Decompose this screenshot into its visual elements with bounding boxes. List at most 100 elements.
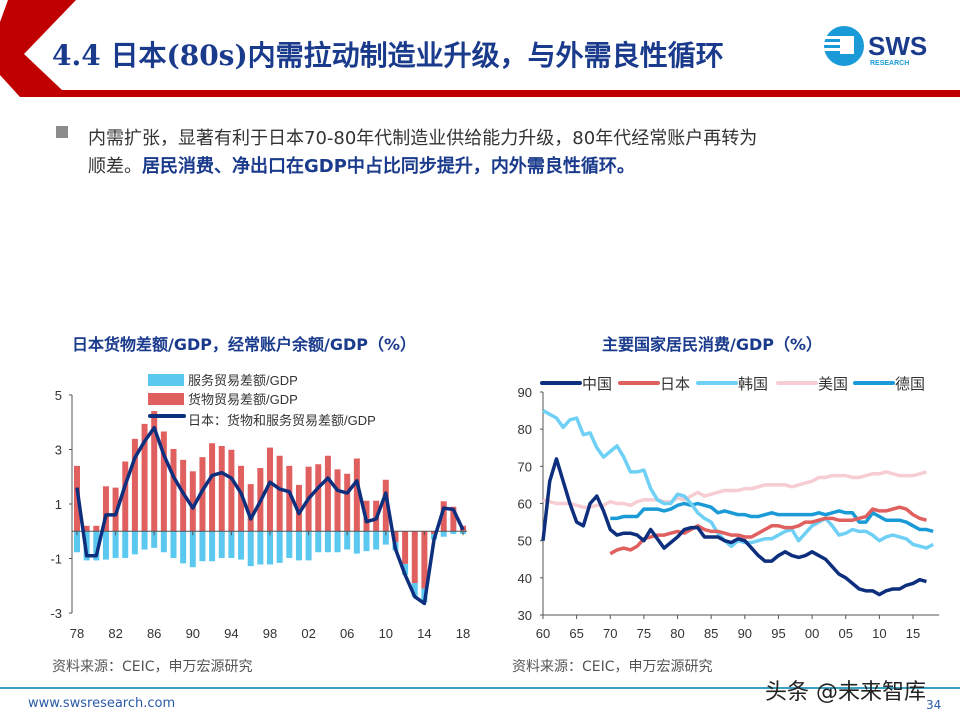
- x-tick-label: 10: [379, 626, 393, 641]
- services-bar: [450, 531, 457, 534]
- goods-bar: [344, 473, 351, 532]
- x-tick-label: 85: [704, 626, 718, 641]
- y-tick-label: 60: [518, 497, 532, 512]
- legend-label: 日本：货物和服务贸易差额/GDP: [188, 413, 376, 428]
- sws-logo: SWS RESEARCH: [820, 22, 940, 76]
- goods-bar: [151, 411, 158, 532]
- services-bar: [74, 531, 80, 553]
- x-tick-label: 15: [906, 626, 920, 641]
- goods-bar: [392, 531, 399, 543]
- services-bar: [122, 531, 129, 558]
- series-line-1: [609, 505, 927, 556]
- goods-bar: [382, 479, 389, 532]
- goods-bar: [160, 431, 167, 532]
- goods-bar: [199, 457, 206, 532]
- watermark: 头条 @未来智库: [765, 680, 926, 705]
- x-tick-label: 14: [417, 626, 431, 641]
- services-bar: [344, 531, 351, 550]
- services-bar: [228, 531, 235, 558]
- goods-bar: [102, 486, 109, 532]
- bullet-marker: [56, 126, 68, 138]
- goods-bar: [267, 447, 273, 532]
- services-bar: [189, 531, 196, 568]
- footer-url[interactable]: www.swsresearch.com: [28, 696, 176, 711]
- services-bar: [151, 531, 158, 548]
- x-tick-label: 70: [603, 626, 617, 641]
- y-tick-label: 70: [518, 459, 532, 474]
- services-bar: [247, 531, 254, 567]
- x-tick-label: 60: [536, 626, 550, 641]
- x-tick-label: 00: [805, 626, 819, 641]
- services-bar: [305, 531, 312, 561]
- goods-bar: [411, 531, 418, 584]
- goods-bar: [353, 458, 360, 532]
- legend-label: 美国: [818, 376, 848, 393]
- x-tick-label: 86: [147, 626, 161, 641]
- goods-bar: [421, 531, 428, 589]
- x-tick-label: 65: [569, 626, 583, 641]
- x-tick-label: 95: [771, 626, 785, 641]
- goods-bar: [122, 461, 129, 532]
- bullet-bold-text: 居民消费、净出口在GDP中占比同步提升，内外需良性循环。: [142, 156, 635, 177]
- left-chart-source: 资料来源：CEIC，申万宏源研究: [52, 659, 253, 675]
- x-tick-label: 78: [70, 626, 84, 641]
- legend-label: 货物贸易差额/GDP: [188, 392, 298, 407]
- services-bar: [276, 531, 283, 563]
- services-bar: [315, 531, 322, 553]
- y-tick-label: 90: [518, 385, 532, 400]
- bullet-line-1: 内需扩张，显著有利于日本70-80年代制造业供给能力升级，80年代经常账户再转为: [88, 128, 758, 149]
- series-line-2: [542, 409, 935, 550]
- goods-bar: [218, 445, 225, 532]
- y-tick-label: 40: [518, 571, 532, 586]
- x-tick-label: 90: [186, 626, 200, 641]
- services-bar: [411, 583, 418, 597]
- services-bar: [238, 531, 245, 560]
- goods-bar: [440, 501, 447, 532]
- y-tick-label: -1: [50, 552, 62, 567]
- goods-bar: [295, 484, 302, 532]
- services-bar: [218, 531, 225, 558]
- series-line-0: [541, 457, 927, 597]
- x-tick-label: 98: [263, 626, 277, 641]
- services-bar: [170, 531, 177, 558]
- services-bar: [267, 531, 273, 565]
- services-bar: [295, 531, 302, 561]
- series-line-3: [542, 470, 927, 509]
- series-line-4: [610, 501, 934, 534]
- y-tick-label: 30: [518, 608, 532, 623]
- goods-bar: [286, 465, 293, 532]
- goods-bar: [315, 464, 322, 532]
- services-bar: [131, 531, 138, 555]
- legend-label: 德国: [895, 375, 925, 393]
- goods-bar: [431, 531, 438, 534]
- goods-bar: [189, 471, 196, 532]
- bullet-plain-text: 顺差。: [88, 156, 142, 177]
- legend-label: 中国: [582, 376, 612, 393]
- services-bar: [440, 531, 447, 537]
- goods-bar: [324, 455, 331, 532]
- x-tick-label: 10: [872, 626, 886, 641]
- bullet-line-2: 顺差。居民消费、净出口在GDP中占比同步提升，内外需良性循环。: [88, 152, 635, 178]
- goods-bar: [131, 438, 138, 532]
- x-tick-label: 94: [224, 626, 238, 641]
- services-bar: [353, 531, 360, 554]
- goods-bar: [209, 443, 216, 532]
- services-bar: [160, 531, 167, 553]
- goods-bar: [238, 465, 245, 532]
- legend-swatch: [148, 393, 184, 405]
- services-bar: [286, 531, 293, 558]
- services-bar: [334, 531, 341, 553]
- goods-bar: [93, 525, 100, 532]
- page-title: 4.4 日本(80s)内需拉动制造业升级，与外需良性循环: [52, 39, 724, 72]
- x-tick-label: 80: [670, 626, 684, 641]
- services-bar: [402, 563, 409, 575]
- x-tick-label: 05: [838, 626, 852, 641]
- legend-label: 服务贸易差额/GDP: [188, 373, 298, 388]
- services-bar: [363, 531, 370, 552]
- legend-label: 日本: [660, 376, 690, 393]
- x-tick-label: 82: [108, 626, 122, 641]
- x-tick-label: 06: [340, 626, 354, 641]
- services-bar: [324, 531, 331, 553]
- x-tick-label: 75: [637, 626, 651, 641]
- y-tick-label: 1: [55, 497, 62, 512]
